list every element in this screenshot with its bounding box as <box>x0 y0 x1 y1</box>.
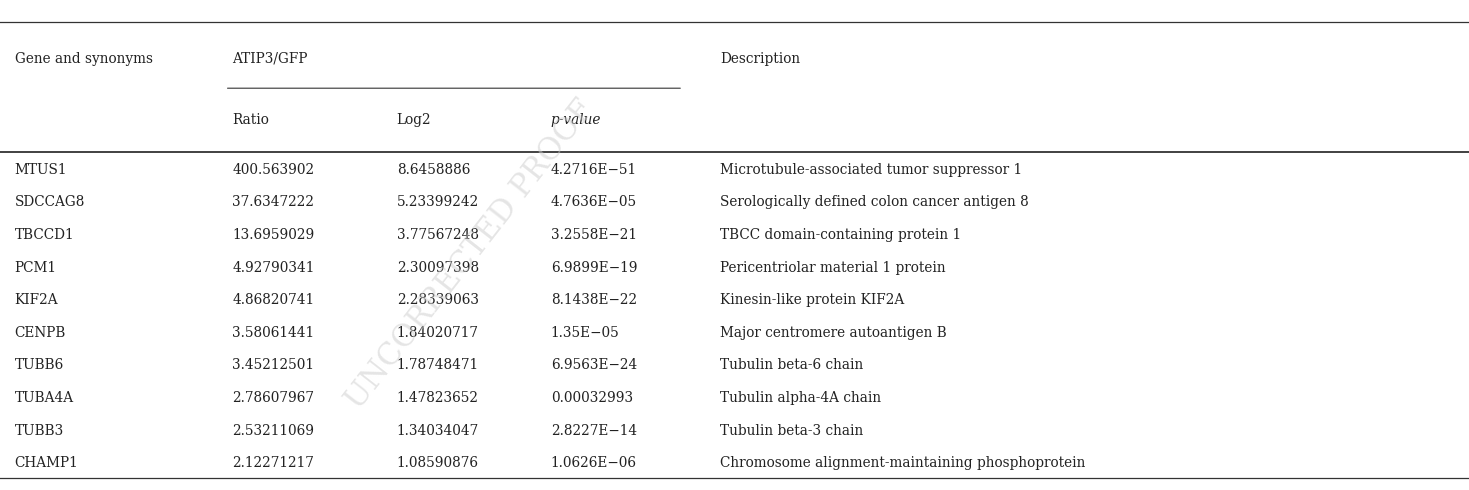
Text: 4.7636E−05: 4.7636E−05 <box>551 196 638 209</box>
Text: 4.86820741: 4.86820741 <box>232 293 314 307</box>
Text: TUBB3: TUBB3 <box>15 423 65 438</box>
Text: Microtubule-associated tumor suppressor 1: Microtubule-associated tumor suppressor … <box>720 163 1022 177</box>
Text: 2.8227E−14: 2.8227E−14 <box>551 423 638 438</box>
Text: 1.78748471: 1.78748471 <box>397 358 479 372</box>
Text: Ratio: Ratio <box>232 113 269 127</box>
Text: 2.53211069: 2.53211069 <box>232 423 314 438</box>
Text: KIF2A: KIF2A <box>15 293 59 307</box>
Text: Gene and synonyms: Gene and synonyms <box>15 52 153 66</box>
Text: 8.6458886: 8.6458886 <box>397 163 470 177</box>
Text: 8.1438E−22: 8.1438E−22 <box>551 293 638 307</box>
Text: 4.92790341: 4.92790341 <box>232 261 314 274</box>
Text: 1.0626E−06: 1.0626E−06 <box>551 456 638 470</box>
Text: 2.12271217: 2.12271217 <box>232 456 314 470</box>
Text: 6.9899E−19: 6.9899E−19 <box>551 261 638 274</box>
Text: MTUS1: MTUS1 <box>15 163 68 177</box>
Text: 1.08590876: 1.08590876 <box>397 456 479 470</box>
Text: ATIP3/GFP: ATIP3/GFP <box>232 52 307 66</box>
Text: UNCORRECTED PROOF: UNCORRECTED PROOF <box>339 94 601 416</box>
Text: 1.34034047: 1.34034047 <box>397 423 479 438</box>
Text: 3.2558E−21: 3.2558E−21 <box>551 228 638 242</box>
Text: 5.23399242: 5.23399242 <box>397 196 479 209</box>
Text: Tubulin beta-6 chain: Tubulin beta-6 chain <box>720 358 864 372</box>
Text: 0.00032993: 0.00032993 <box>551 391 633 405</box>
Text: Tubulin alpha-4A chain: Tubulin alpha-4A chain <box>720 391 881 405</box>
Text: 2.28339063: 2.28339063 <box>397 293 479 307</box>
Text: CHAMP1: CHAMP1 <box>15 456 78 470</box>
Text: CENPB: CENPB <box>15 326 66 340</box>
Text: TBCCD1: TBCCD1 <box>15 228 75 242</box>
Text: TUBA4A: TUBA4A <box>15 391 73 405</box>
Text: PCM1: PCM1 <box>15 261 57 274</box>
Text: Chromosome alignment-maintaining phosphoprotein: Chromosome alignment-maintaining phospho… <box>720 456 1086 470</box>
Text: Tubulin beta-3 chain: Tubulin beta-3 chain <box>720 423 864 438</box>
Text: Description: Description <box>720 52 801 66</box>
Text: 2.78607967: 2.78607967 <box>232 391 314 405</box>
Text: 37.6347222: 37.6347222 <box>232 196 314 209</box>
Text: TBCC domain-containing protein 1: TBCC domain-containing protein 1 <box>720 228 961 242</box>
Text: 3.77567248: 3.77567248 <box>397 228 479 242</box>
Text: Major centromere autoantigen B: Major centromere autoantigen B <box>720 326 946 340</box>
Text: 6.9563E−24: 6.9563E−24 <box>551 358 638 372</box>
Text: TUBB6: TUBB6 <box>15 358 65 372</box>
Text: 1.84020717: 1.84020717 <box>397 326 479 340</box>
Text: 13.6959029: 13.6959029 <box>232 228 314 242</box>
Text: 2.30097398: 2.30097398 <box>397 261 479 274</box>
Text: 3.45212501: 3.45212501 <box>232 358 314 372</box>
Text: 1.47823652: 1.47823652 <box>397 391 479 405</box>
Text: SDCCAG8: SDCCAG8 <box>15 196 85 209</box>
Text: Kinesin-like protein KIF2A: Kinesin-like protein KIF2A <box>720 293 903 307</box>
Text: Pericentriolar material 1 protein: Pericentriolar material 1 protein <box>720 261 946 274</box>
Text: Serologically defined colon cancer antigen 8: Serologically defined colon cancer antig… <box>720 196 1028 209</box>
Text: Log2: Log2 <box>397 113 432 127</box>
Text: p-value: p-value <box>551 113 601 127</box>
Text: 3.58061441: 3.58061441 <box>232 326 314 340</box>
Text: 400.563902: 400.563902 <box>232 163 314 177</box>
Text: 4.2716E−51: 4.2716E−51 <box>551 163 638 177</box>
Text: 1.35E−05: 1.35E−05 <box>551 326 620 340</box>
